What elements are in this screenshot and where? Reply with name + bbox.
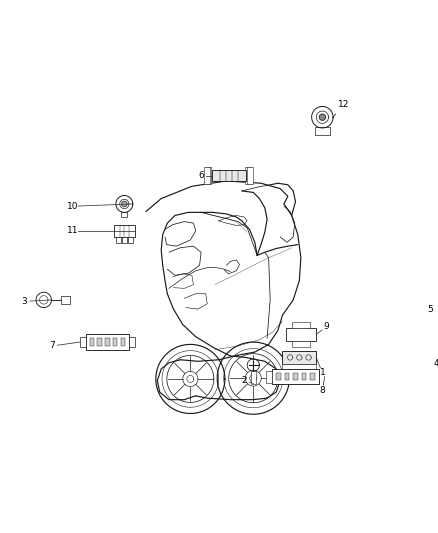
Bar bbox=[80, 337, 86, 348]
Text: 9: 9 bbox=[323, 322, 329, 331]
Bar bbox=[293, 373, 298, 381]
Text: 8: 8 bbox=[319, 386, 325, 395]
Text: 4: 4 bbox=[433, 359, 438, 368]
Bar bbox=[121, 212, 127, 217]
Text: 7: 7 bbox=[49, 342, 55, 350]
Bar bbox=[247, 167, 253, 184]
Bar bbox=[204, 167, 210, 184]
Bar bbox=[116, 237, 120, 243]
Text: 5: 5 bbox=[427, 304, 433, 313]
Bar bbox=[292, 322, 310, 328]
Bar bbox=[314, 127, 330, 135]
Bar bbox=[205, 167, 211, 184]
Polygon shape bbox=[319, 114, 325, 120]
Bar bbox=[272, 369, 318, 384]
Bar bbox=[276, 373, 281, 381]
Bar bbox=[129, 337, 135, 348]
Bar bbox=[90, 338, 95, 346]
Bar bbox=[113, 225, 135, 237]
Bar bbox=[212, 170, 246, 181]
Bar bbox=[98, 338, 102, 346]
Bar bbox=[86, 334, 129, 350]
Text: 1: 1 bbox=[319, 368, 325, 377]
Bar bbox=[401, 336, 428, 342]
Bar bbox=[105, 338, 110, 346]
Bar bbox=[302, 373, 306, 381]
Bar bbox=[292, 341, 310, 346]
Text: 3: 3 bbox=[22, 297, 28, 306]
Bar bbox=[60, 296, 70, 304]
Text: 11: 11 bbox=[67, 227, 79, 235]
Text: 10: 10 bbox=[67, 202, 79, 211]
Bar bbox=[283, 364, 316, 372]
Bar bbox=[122, 237, 127, 243]
Polygon shape bbox=[122, 201, 127, 207]
Bar bbox=[286, 328, 316, 341]
Bar bbox=[120, 338, 125, 346]
Text: 2: 2 bbox=[241, 376, 247, 385]
Bar bbox=[310, 373, 314, 381]
Bar bbox=[245, 167, 251, 184]
Text: 6: 6 bbox=[198, 171, 204, 180]
Text: 12: 12 bbox=[338, 100, 350, 109]
Bar bbox=[395, 342, 434, 358]
Bar bbox=[251, 372, 256, 384]
Bar bbox=[128, 237, 133, 243]
Bar bbox=[285, 373, 290, 381]
Bar bbox=[113, 338, 117, 346]
Bar bbox=[283, 351, 316, 364]
Bar bbox=[266, 370, 272, 383]
